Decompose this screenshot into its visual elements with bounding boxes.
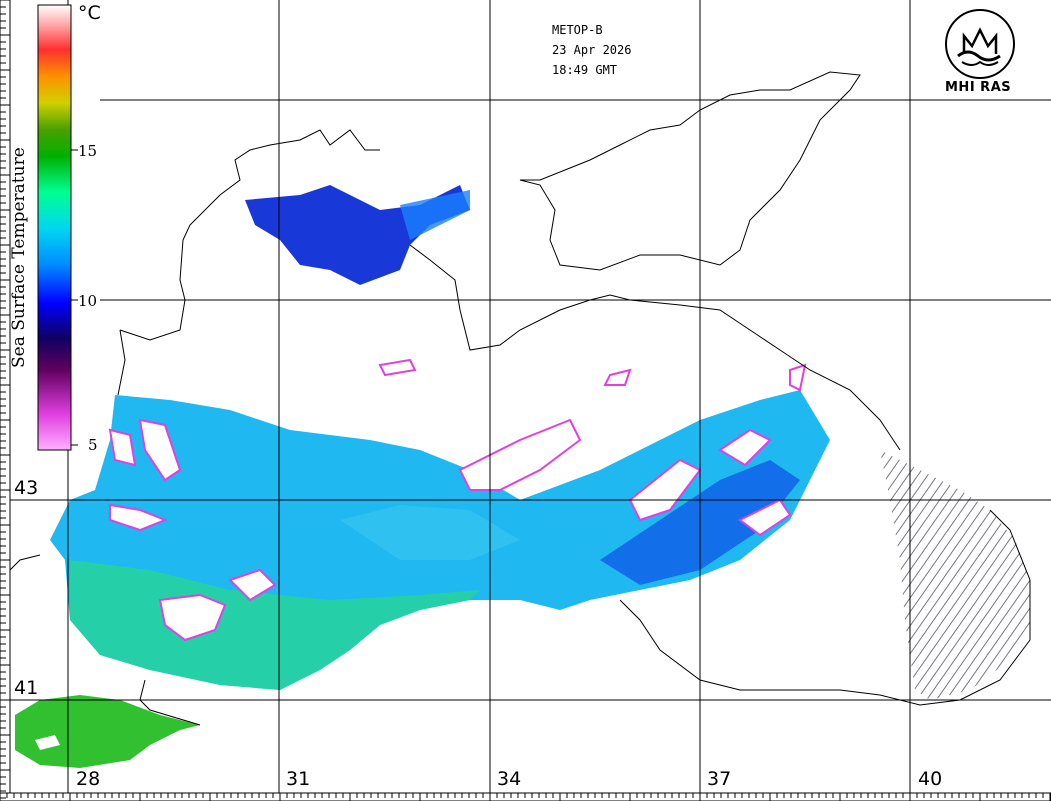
legend-tick-15: 15 xyxy=(78,142,98,160)
marmara-sea xyxy=(15,695,200,768)
legend-color-bar xyxy=(37,4,72,451)
coastlines xyxy=(9,71,1031,726)
sea-surface-warm-band xyxy=(70,560,480,690)
legend-tick-5: 5 xyxy=(88,436,98,454)
lon-label-37: 37 xyxy=(707,768,732,790)
lon-label-34: 34 xyxy=(497,768,522,790)
logo-text: MHI RAS xyxy=(945,80,1012,95)
lat-label-43: 43 xyxy=(14,477,39,499)
legend-title: Sea Surface Temperature xyxy=(9,147,29,368)
lat-label-41: 41 xyxy=(14,677,39,699)
bottom-ruler xyxy=(0,792,1051,801)
legend-tick-10: 10 xyxy=(78,292,98,310)
missing-data-region xyxy=(880,450,1030,700)
lon-label-31: 31 xyxy=(286,768,311,790)
left-ruler xyxy=(0,0,11,801)
lon-label-40: 40 xyxy=(918,768,943,790)
mhi-logo-icon xyxy=(945,9,1015,79)
lon-label-28: 28 xyxy=(76,768,101,790)
acquisition-time: 18:49 GMT xyxy=(552,63,618,77)
satellite-name: METOP-B xyxy=(552,23,603,37)
acquisition-date: 23 Apr 2026 xyxy=(552,43,632,57)
cloud-masks xyxy=(108,358,807,642)
legend-unit: °C xyxy=(78,2,101,24)
